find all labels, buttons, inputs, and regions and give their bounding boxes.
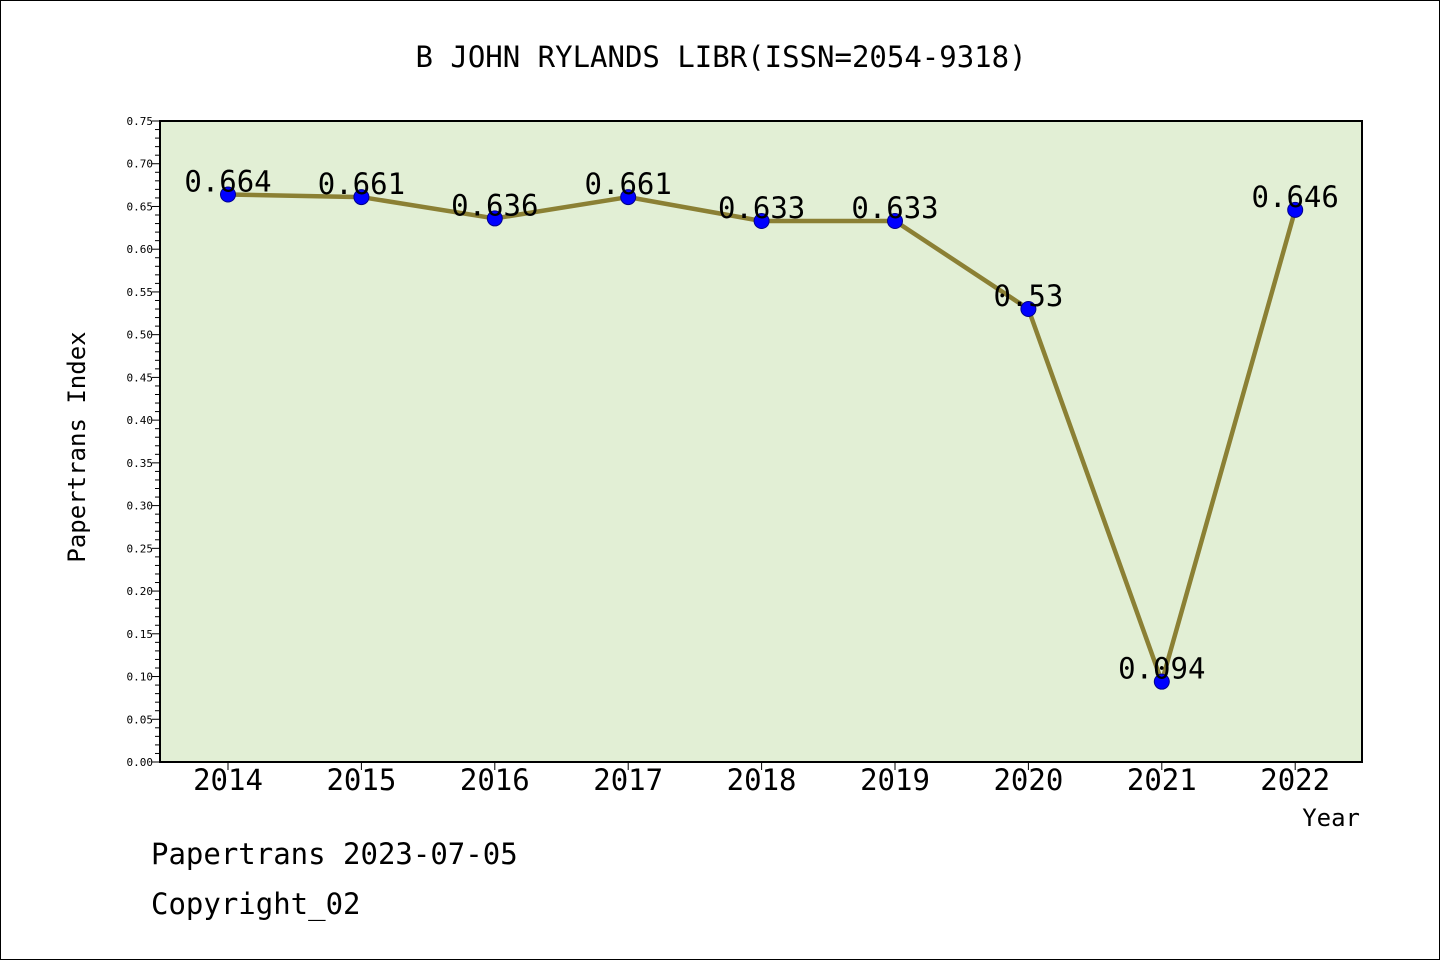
data-point bbox=[753, 212, 770, 229]
y-tick-label: 0.10 bbox=[127, 671, 154, 684]
y-axis-ticks: 0.00 0.05 0.10 0.15 0.20 0.25 0.30 0.35 0.40 0.45… bbox=[127, 115, 160, 769]
y-tick-label: 0.60 bbox=[127, 243, 154, 256]
y-tick-label: 0.25 bbox=[127, 542, 154, 555]
y-tick-label: 0.05 bbox=[127, 713, 154, 726]
x-tick-label: 2020 bbox=[993, 763, 1063, 797]
y-tick-label: 0.00 bbox=[127, 756, 154, 769]
footer-copyright: Copyright_02 bbox=[151, 887, 361, 921]
chart-title: B JOHN RYLANDS LIBR(ISSN=2054-9318) bbox=[415, 40, 1026, 74]
x-tick-label: 2015 bbox=[326, 763, 396, 797]
data-point bbox=[220, 186, 236, 203]
x-axis-ticks: 2014 2015 2016 2017 2018 2019 2020 2021 2022 bbox=[193, 762, 1330, 797]
y-tick-label: 0.45 bbox=[127, 371, 154, 384]
data-label: 0.633 bbox=[851, 191, 938, 225]
data-point bbox=[1153, 673, 1170, 690]
y-tick-label: 0.30 bbox=[127, 500, 154, 513]
data-label: 0.664 bbox=[184, 165, 271, 199]
y-tick-label: 0.75 bbox=[127, 115, 154, 128]
y-tick-label: 0.40 bbox=[127, 414, 154, 427]
data-point bbox=[486, 210, 503, 227]
y-tick-label: 0.50 bbox=[127, 329, 154, 342]
y-tick-label: 0.55 bbox=[127, 286, 154, 299]
data-label: 0.633 bbox=[718, 191, 805, 225]
series-points-group bbox=[220, 186, 1304, 690]
x-tick-label: 2016 bbox=[460, 763, 530, 797]
data-point bbox=[1287, 201, 1304, 218]
data-point bbox=[1020, 301, 1037, 318]
data-point bbox=[887, 212, 903, 229]
x-tick-label: 2019 bbox=[860, 763, 930, 797]
y-tick-label: 0.15 bbox=[127, 628, 154, 641]
y-tick-label: 0.20 bbox=[127, 585, 154, 598]
x-tick-label: 2021 bbox=[1127, 763, 1197, 797]
x-axis-label: Year bbox=[1302, 804, 1360, 832]
data-point bbox=[620, 189, 637, 206]
y-tick-label: 0.35 bbox=[127, 457, 154, 470]
y-axis-label: Papertrans Index bbox=[63, 331, 91, 562]
x-tick-label: 2014 bbox=[193, 763, 263, 797]
data-point bbox=[353, 189, 370, 206]
y-tick-label: 0.65 bbox=[127, 200, 154, 213]
data-label: 0.636 bbox=[451, 188, 538, 222]
x-tick-label: 2017 bbox=[593, 763, 663, 797]
x-tick-label: 2018 bbox=[727, 763, 797, 797]
data-label: 0.661 bbox=[318, 167, 405, 201]
data-label: 0.53 bbox=[993, 279, 1063, 313]
data-label: 0.094 bbox=[1118, 652, 1205, 686]
y-tick-label: 0.70 bbox=[127, 158, 154, 171]
data-labels-group: 0.664 0.661 0.636 0.661 0.633 0.633 0.53 0.094 0… bbox=[184, 165, 1339, 686]
data-label: 0.661 bbox=[585, 167, 672, 201]
x-tick-label: 2022 bbox=[1260, 763, 1330, 797]
footer-source: Papertrans 2023-07-05 bbox=[151, 837, 518, 871]
data-label: 0.646 bbox=[1252, 180, 1339, 214]
